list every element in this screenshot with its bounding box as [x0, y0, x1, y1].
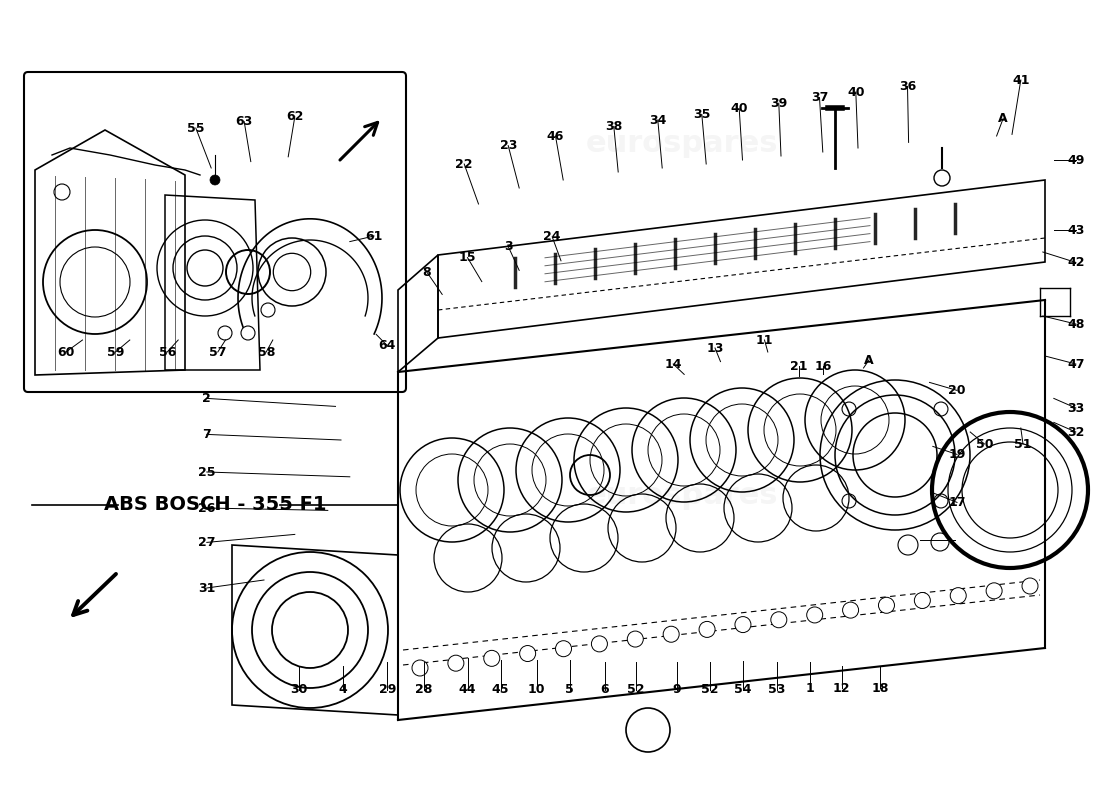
Text: 11: 11 [756, 334, 773, 346]
Text: 48: 48 [1067, 318, 1085, 330]
Text: 52: 52 [627, 683, 645, 696]
Text: 5: 5 [565, 683, 574, 696]
Circle shape [484, 650, 499, 666]
FancyBboxPatch shape [24, 72, 406, 392]
Text: 49: 49 [1067, 154, 1085, 166]
Circle shape [448, 655, 464, 671]
Circle shape [412, 660, 428, 676]
Circle shape [986, 583, 1002, 599]
Text: 7: 7 [202, 428, 211, 441]
Circle shape [210, 175, 220, 185]
Text: 63: 63 [235, 115, 253, 128]
Circle shape [843, 602, 859, 618]
Text: ABS BOSCH - 355 F1: ABS BOSCH - 355 F1 [103, 495, 327, 514]
Circle shape [592, 636, 607, 652]
Text: 26: 26 [198, 502, 216, 514]
Text: 58: 58 [257, 346, 275, 358]
Text: eurospares: eurospares [585, 482, 779, 510]
Circle shape [261, 303, 275, 317]
Text: eurospares: eurospares [141, 228, 299, 252]
Text: 15: 15 [459, 251, 476, 264]
Text: 31: 31 [198, 582, 216, 594]
Text: 51: 51 [1014, 438, 1032, 450]
Circle shape [218, 326, 232, 340]
Text: A: A [999, 112, 1008, 125]
Text: 42: 42 [1067, 256, 1085, 269]
Circle shape [556, 641, 572, 657]
Text: 43: 43 [1067, 224, 1085, 237]
Text: 41: 41 [1012, 74, 1030, 86]
Text: eurospares: eurospares [585, 130, 779, 158]
Circle shape [879, 598, 894, 614]
Circle shape [519, 646, 536, 662]
Text: 19: 19 [948, 448, 966, 461]
Text: 45: 45 [492, 683, 509, 696]
Text: 16: 16 [814, 360, 832, 373]
Text: 55: 55 [187, 122, 205, 134]
Text: 18: 18 [871, 682, 889, 694]
Text: 61: 61 [365, 230, 383, 242]
Circle shape [914, 593, 931, 609]
Circle shape [735, 617, 751, 633]
Text: A: A [865, 354, 873, 366]
Circle shape [806, 607, 823, 623]
Text: 47: 47 [1067, 358, 1085, 370]
Text: 60: 60 [57, 346, 75, 358]
Text: 57: 57 [209, 346, 227, 358]
Text: 24: 24 [543, 230, 561, 243]
Circle shape [627, 631, 644, 647]
Text: 30: 30 [290, 683, 308, 696]
Text: 9: 9 [672, 683, 681, 696]
Text: 64: 64 [378, 339, 396, 352]
Text: 62: 62 [286, 110, 304, 123]
Text: 40: 40 [847, 86, 865, 98]
Text: 1: 1 [805, 682, 814, 694]
Text: 34: 34 [649, 114, 667, 126]
Text: 12: 12 [833, 682, 850, 694]
Text: 6: 6 [601, 683, 609, 696]
Text: 59: 59 [107, 346, 124, 358]
Text: 25: 25 [198, 466, 216, 478]
Text: 3: 3 [504, 240, 513, 253]
Text: 35: 35 [693, 108, 711, 121]
Text: 27: 27 [198, 536, 216, 549]
Text: 29: 29 [378, 683, 396, 696]
Circle shape [950, 588, 966, 604]
Text: 56: 56 [158, 346, 176, 358]
Text: 4: 4 [339, 683, 348, 696]
Text: 33: 33 [1067, 402, 1085, 414]
Text: 53: 53 [768, 683, 785, 696]
Circle shape [241, 326, 255, 340]
Text: 50: 50 [976, 438, 993, 450]
Text: 38: 38 [605, 120, 623, 133]
Circle shape [700, 622, 715, 638]
Circle shape [663, 626, 679, 642]
Text: 36: 36 [899, 80, 916, 93]
Text: 39: 39 [770, 97, 788, 110]
Text: 13: 13 [706, 342, 724, 354]
Text: 10: 10 [528, 683, 546, 696]
Text: 28: 28 [415, 683, 432, 696]
Text: 46: 46 [547, 130, 564, 142]
Text: 17: 17 [948, 496, 966, 509]
Text: 52: 52 [701, 683, 718, 696]
Text: 14: 14 [664, 358, 682, 370]
Text: 2: 2 [202, 392, 211, 405]
Text: 22: 22 [455, 158, 473, 170]
Text: 23: 23 [499, 139, 517, 152]
Text: 37: 37 [811, 91, 828, 104]
Circle shape [1022, 578, 1038, 594]
Text: 20: 20 [948, 384, 966, 397]
Circle shape [771, 612, 786, 628]
Text: 21: 21 [790, 360, 807, 373]
Text: 54: 54 [734, 683, 751, 696]
Text: 32: 32 [1067, 426, 1085, 438]
Text: 44: 44 [459, 683, 476, 696]
Text: 40: 40 [730, 102, 748, 115]
Text: 8: 8 [422, 266, 431, 278]
